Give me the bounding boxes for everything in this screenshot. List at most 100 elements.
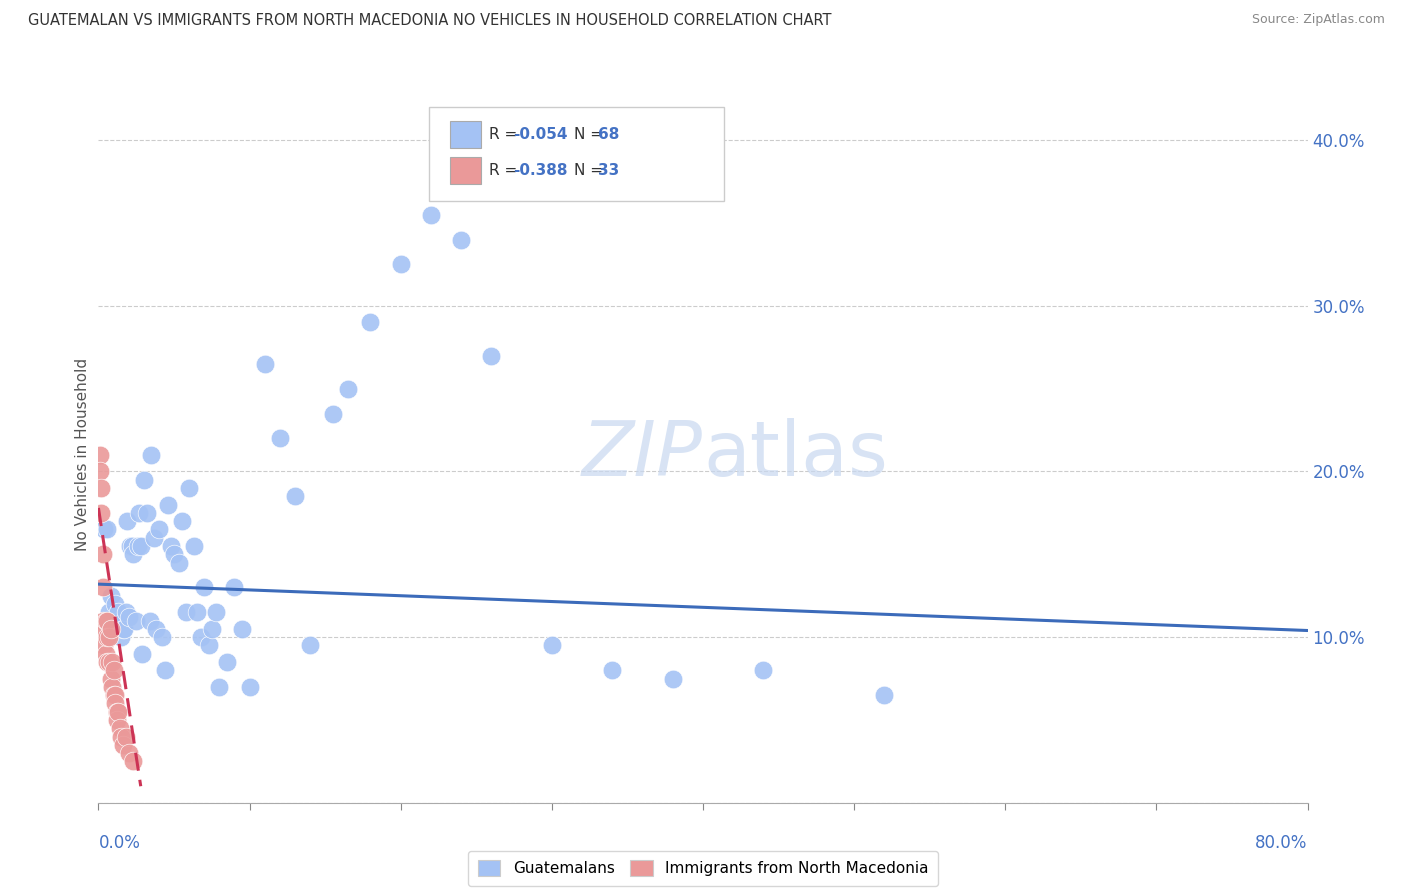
Text: ZIP: ZIP — [582, 418, 703, 491]
Point — [101, 655, 124, 669]
Point — [322, 407, 344, 421]
Point — [114, 730, 136, 744]
Point — [170, 514, 193, 528]
Point — [167, 556, 190, 570]
Point — [174, 605, 197, 619]
Point — [125, 614, 148, 628]
Point — [481, 349, 503, 363]
Point — [135, 506, 157, 520]
Point — [110, 730, 132, 744]
Point — [110, 630, 132, 644]
Point — [93, 622, 115, 636]
Point — [105, 705, 128, 719]
Point — [114, 605, 136, 619]
Point — [150, 630, 173, 644]
Point — [98, 655, 121, 669]
Text: 68: 68 — [598, 128, 619, 142]
Point — [752, 663, 775, 677]
Point — [193, 581, 215, 595]
Point — [239, 680, 262, 694]
Point — [186, 605, 208, 619]
Point — [127, 539, 149, 553]
Point — [111, 622, 134, 636]
Point — [122, 547, 145, 561]
Point — [96, 655, 118, 669]
Point — [108, 721, 131, 735]
Point — [873, 688, 896, 702]
Point — [93, 639, 115, 653]
Y-axis label: No Vehicles in Household: No Vehicles in Household — [75, 359, 90, 551]
Point — [118, 746, 141, 760]
Point — [101, 680, 124, 694]
Point — [94, 614, 117, 628]
Text: 80.0%: 80.0% — [1256, 834, 1308, 852]
Point — [420, 208, 443, 222]
Point — [122, 755, 145, 769]
Point — [108, 616, 131, 631]
Point — [94, 647, 117, 661]
Point — [105, 713, 128, 727]
Point — [89, 465, 111, 479]
Point — [183, 539, 205, 553]
Point — [131, 647, 153, 661]
Point — [103, 663, 125, 677]
Point — [107, 605, 129, 619]
Legend: Guatemalans, Immigrants from North Macedonia: Guatemalans, Immigrants from North Maced… — [468, 851, 938, 886]
Point — [100, 589, 122, 603]
Point — [103, 614, 125, 628]
Point — [269, 431, 291, 445]
Point — [118, 610, 141, 624]
Point — [284, 489, 307, 503]
Point — [336, 382, 359, 396]
Point — [101, 622, 124, 636]
Point — [104, 597, 127, 611]
Point — [299, 639, 322, 653]
Point — [121, 539, 143, 553]
Point — [139, 614, 162, 628]
Point — [100, 672, 122, 686]
Point — [100, 622, 122, 636]
Point — [96, 614, 118, 628]
Point — [91, 581, 114, 595]
Text: GUATEMALAN VS IMMIGRANTS FROM NORTH MACEDONIA NO VEHICLES IN HOUSEHOLD CORRELATI: GUATEMALAN VS IMMIGRANTS FROM NORTH MACE… — [28, 13, 831, 29]
Point — [98, 630, 121, 644]
Point — [103, 688, 125, 702]
Text: R =: R = — [489, 163, 523, 178]
Point — [141, 448, 163, 462]
Point — [96, 523, 118, 537]
Point — [90, 481, 112, 495]
Point — [156, 498, 179, 512]
Point — [96, 630, 118, 644]
Text: -0.054: -0.054 — [513, 128, 568, 142]
Point — [231, 622, 253, 636]
Text: N =: N = — [574, 128, 607, 142]
Point — [89, 448, 111, 462]
Point — [540, 639, 562, 653]
Text: -0.388: -0.388 — [513, 163, 568, 178]
Point — [91, 614, 114, 628]
Point — [90, 506, 112, 520]
Point — [153, 663, 176, 677]
Point — [201, 622, 224, 636]
Text: Source: ZipAtlas.com: Source: ZipAtlas.com — [1251, 13, 1385, 27]
Point — [112, 622, 135, 636]
Point — [360, 315, 382, 329]
Point — [602, 663, 624, 677]
Text: 0.0%: 0.0% — [98, 834, 141, 852]
Point — [132, 473, 155, 487]
Text: 33: 33 — [598, 163, 619, 178]
Point — [91, 547, 114, 561]
Text: N =: N = — [574, 163, 607, 178]
Point — [128, 506, 150, 520]
Point — [224, 581, 246, 595]
Point — [662, 672, 685, 686]
Point — [215, 655, 238, 669]
Point — [450, 233, 472, 247]
Point — [253, 357, 276, 371]
Point — [143, 531, 166, 545]
Point — [129, 539, 152, 553]
Point — [104, 688, 127, 702]
Point — [107, 705, 129, 719]
Point — [104, 697, 127, 711]
Point — [105, 616, 128, 631]
